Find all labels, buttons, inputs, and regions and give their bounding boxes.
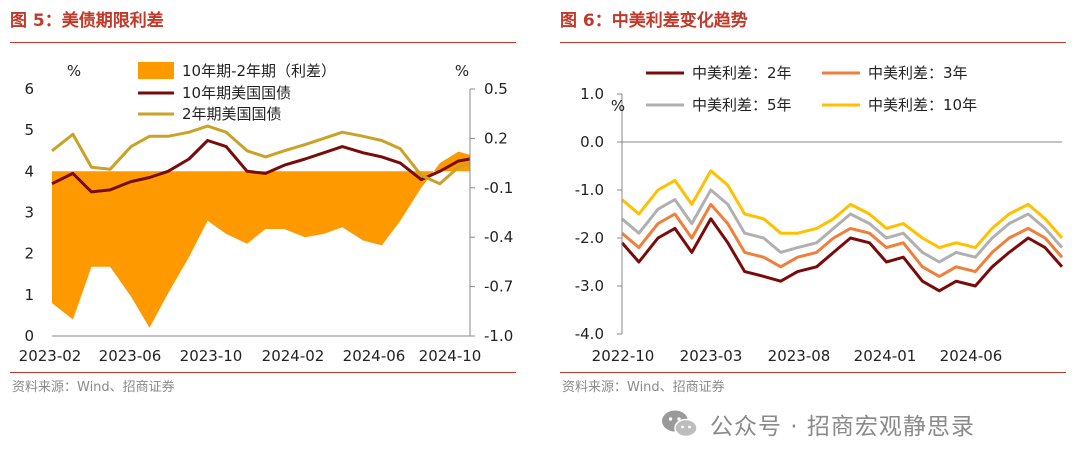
right-y-unit: % [455,62,469,80]
left-y-unit: % [67,62,81,80]
y-tick-label: -2.0 [575,229,604,247]
treasury-2y-line [51,124,471,186]
legend-label-1: 中美利差：2年 [692,64,792,82]
x-tick-label: 2024-01 [854,347,917,365]
x-tick-label: 2024-06 [343,347,406,365]
right-y-tick-label: -1.0 [484,327,513,345]
legend-label-4: 中美利差：10年 [868,96,977,114]
x-tick-label: 2022-10 [592,347,655,365]
x-tick-label: 2023-02 [19,347,82,365]
wechat-icon [662,410,698,438]
y-tick-label: -1.0 [575,181,604,199]
right-figure: 图 6：中美利差变化趋势 1.0 0.0 -1.0 -2.0 -3.0 -4.0% 2022… [550,0,1080,400]
x-tick-label: 2024-02 [262,347,325,365]
x-tick-label: 2023-08 [768,347,831,365]
right-source-note: 资料来源：Wind、招商证券 [562,380,725,395]
spread-line-3 [621,188,1064,264]
left-title-rule [10,42,516,43]
yield-spread-chart: 0 1 2 3 4 5 6 0.5 0.2 -0.1 -0.4 -0.7 -1.0% % 2023-02 20… [19,62,513,365]
legend-swatch-spread [138,62,174,79]
spread-area [52,151,470,328]
left-y-tick-label: 4 [24,162,34,180]
legend-label-10y: 10年期美国国债 [182,84,291,102]
y-tick-label: 0.0 [580,133,604,151]
spread-line-4 [621,169,1064,250]
right-title-rule [560,42,1066,43]
left-source-note: 资料来源：Wind、招商证券 [12,380,175,395]
right-y-tick-label: 0.5 [484,80,508,98]
y-tick-label: 1.0 [580,85,604,103]
watermark-text: 公众号 · 招商宏观静思录 [710,414,975,440]
right-figure-title: 图 6：中美利差变化趋势 [560,11,748,31]
left-y-tick-label: 3 [24,204,34,222]
right-y-tick-label: -0.4 [484,228,513,246]
x-tick-label: 2024-10 [419,347,482,365]
right-source-rule [560,372,1066,373]
y-tick-label: -3.0 [575,277,604,295]
x-tick-label: 2023-06 [99,347,162,365]
left-y-tick-label: 0 [24,327,34,345]
right-y-tick-label: -0.7 [484,278,513,296]
y-unit: % [611,97,625,115]
left-figure-title: 图 5：美债期限利差 [10,11,164,31]
legend-label-spread: 10年期-2年期（利差） [182,62,336,80]
left-figure: 图 5：美债期限利差 0 1 2 3 4 5 6 0.5 0.2 -0.1 -0.4 -0.7 -1.0… [0,0,530,400]
left-y-tick-label: 2 [24,245,34,263]
y-tick-label: -4.0 [575,325,604,343]
legend-label-3: 中美利差：5年 [692,96,792,114]
treasury-10y-line [51,139,471,194]
spread-line-1 [620,217,1064,293]
x-tick-label: 2023-03 [680,347,743,365]
legend-label-2y: 2年期美国国债 [182,105,282,123]
left-y-tick-label: 1 [24,286,34,304]
legend-label-2: 中美利差：3年 [868,64,968,82]
left-y-tick-label: 6 [24,80,34,98]
right-y-tick-label: -0.1 [484,179,513,197]
x-tick-label: 2024-06 [940,347,1003,365]
watermark: 公众号 · 招商宏观静思录 [660,404,975,444]
x-tick-label: 2023-10 [180,347,243,365]
china-us-spread-chart: 1.0 0.0 -1.0 -2.0 -3.0 -4.0% 2022-10 2023-03 202… [575,64,1064,365]
left-y-tick-label: 5 [24,121,34,139]
left-source-rule [10,372,516,373]
spread-line-2 [621,202,1064,278]
right-y-tick-label: 0.2 [484,129,508,147]
